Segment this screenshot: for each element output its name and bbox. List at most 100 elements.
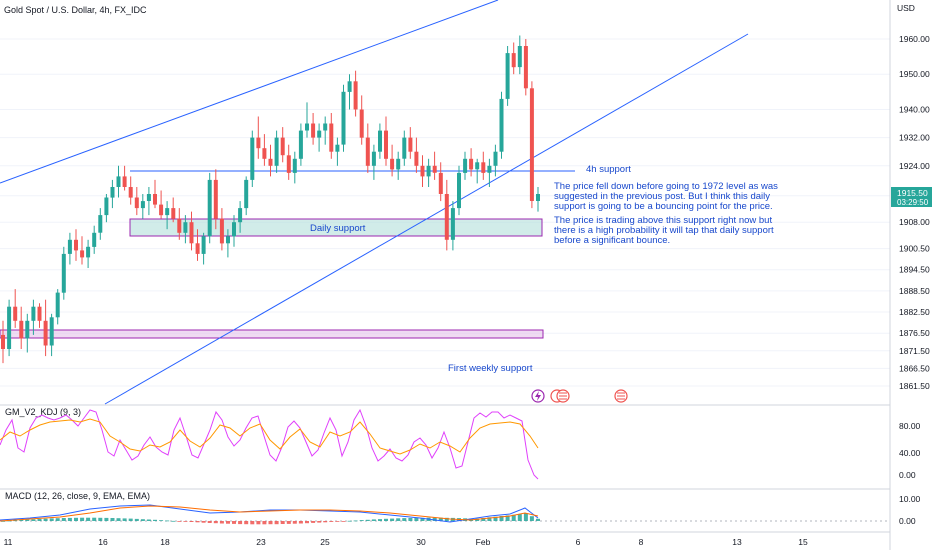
- macd-histogram[interactable]: [1, 513, 540, 525]
- candle[interactable]: [43, 299, 48, 357]
- candle[interactable]: [371, 144, 376, 180]
- candle[interactable]: [481, 151, 486, 180]
- candle[interactable]: [536, 187, 540, 212]
- candle[interactable]: [25, 313, 30, 353]
- candle[interactable]: [475, 158, 480, 184]
- candle[interactable]: [499, 91, 504, 159]
- candle[interactable]: [256, 116, 261, 159]
- candle[interactable]: [463, 151, 468, 180]
- candle[interactable]: [31, 299, 36, 335]
- candle[interactable]: [153, 179, 157, 209]
- candle[interactable]: [298, 123, 303, 166]
- event-icons[interactable]: [531, 389, 628, 403]
- channel-lower-trendline[interactable]: [104, 33, 749, 405]
- candle[interactable]: [219, 208, 224, 251]
- channel-upper-trendline[interactable]: [0, 0, 499, 184]
- weekly-support-zone[interactable]: [0, 329, 544, 339]
- candle[interactable]: [505, 46, 510, 106]
- candle[interactable]: [1, 320, 5, 364]
- candle[interactable]: [177, 208, 182, 240]
- candle[interactable]: [86, 239, 91, 268]
- candle[interactable]: [280, 127, 285, 163]
- candle[interactable]: [213, 169, 218, 230]
- candle[interactable]: [37, 303, 42, 328]
- candle[interactable]: [74, 229, 78, 261]
- candle[interactable]: [201, 232, 206, 265]
- candle[interactable]: [165, 201, 170, 230]
- candle[interactable]: [250, 130, 255, 187]
- candle[interactable]: [493, 144, 498, 177]
- candle[interactable]: [195, 229, 200, 261]
- candle[interactable]: [98, 208, 103, 240]
- candle[interactable]: [92, 225, 97, 254]
- candle[interactable]: [55, 289, 60, 325]
- candle[interactable]: [426, 158, 431, 187]
- candle[interactable]: [171, 197, 176, 223]
- candle[interactable]: [286, 144, 291, 180]
- candles[interactable]: [1, 35, 540, 364]
- candle[interactable]: [365, 123, 370, 173]
- candle[interactable]: [134, 187, 139, 216]
- candle[interactable]: [390, 144, 395, 177]
- candle[interactable]: [128, 176, 133, 205]
- kdj-k-line[interactable]: [0, 408, 539, 480]
- candle[interactable]: [517, 35, 522, 75]
- candle[interactable]: [262, 134, 267, 166]
- candle[interactable]: [67, 232, 72, 265]
- candle[interactable]: [469, 148, 474, 177]
- candle[interactable]: [353, 70, 358, 117]
- candle[interactable]: [408, 127, 413, 159]
- candle[interactable]: [146, 187, 151, 216]
- candle[interactable]: [341, 84, 346, 152]
- candle[interactable]: [7, 299, 12, 357]
- time-axis[interactable]: 11 16 18 23 25 30 Feb 6 8 13 15: [4, 537, 808, 547]
- candle[interactable]: [80, 236, 85, 265]
- candle[interactable]: [347, 74, 352, 110]
- candle[interactable]: [457, 165, 461, 216]
- candle[interactable]: [414, 137, 419, 173]
- candle[interactable]: [359, 95, 364, 145]
- candle[interactable]: [61, 246, 66, 300]
- candle[interactable]: [159, 190, 164, 219]
- candle[interactable]: [487, 158, 492, 187]
- candle[interactable]: [104, 194, 109, 223]
- candle[interactable]: [311, 113, 316, 145]
- candle[interactable]: [432, 151, 437, 180]
- candle[interactable]: [140, 194, 145, 219]
- candle[interactable]: [183, 215, 188, 244]
- candle[interactable]: [396, 151, 401, 180]
- candle[interactable]: [110, 179, 115, 209]
- candle[interactable]: [13, 289, 18, 328]
- candle[interactable]: [19, 306, 24, 349]
- candle[interactable]: [274, 130, 279, 173]
- candle[interactable]: [323, 116, 328, 145]
- macd-signal-line[interactable]: [0, 505, 539, 522]
- candle[interactable]: [116, 165, 121, 198]
- kdj-lines[interactable]: [0, 408, 539, 480]
- candle[interactable]: [420, 155, 425, 187]
- candle[interactable]: [207, 172, 212, 244]
- candle[interactable]: [450, 201, 455, 251]
- kdj-d-line[interactable]: [0, 418, 539, 455]
- candle[interactable]: [49, 313, 54, 357]
- candle[interactable]: [189, 211, 194, 251]
- candle[interactable]: [317, 123, 322, 152]
- candle[interactable]: [238, 201, 243, 233]
- candle[interactable]: [329, 113, 334, 159]
- candle[interactable]: [523, 39, 528, 96]
- candle[interactable]: [402, 130, 407, 166]
- candle[interactable]: [268, 144, 273, 177]
- candle[interactable]: [378, 123, 382, 159]
- price-badge[interactable]: 1915.50 03:29:50: [891, 187, 932, 207]
- candle[interactable]: [122, 165, 127, 191]
- candle[interactable]: [511, 42, 516, 75]
- price-axis[interactable]: 1960.00 1950.00 1940.00 1932.00 1924.00 1908.…: [899, 34, 930, 391]
- candle[interactable]: [438, 162, 443, 202]
- candle[interactable]: [444, 179, 449, 251]
- candle[interactable]: [292, 151, 297, 184]
- candle[interactable]: [305, 102, 309, 138]
- candle[interactable]: [232, 215, 236, 247]
- candle[interactable]: [244, 176, 249, 216]
- candle[interactable]: [226, 229, 230, 258]
